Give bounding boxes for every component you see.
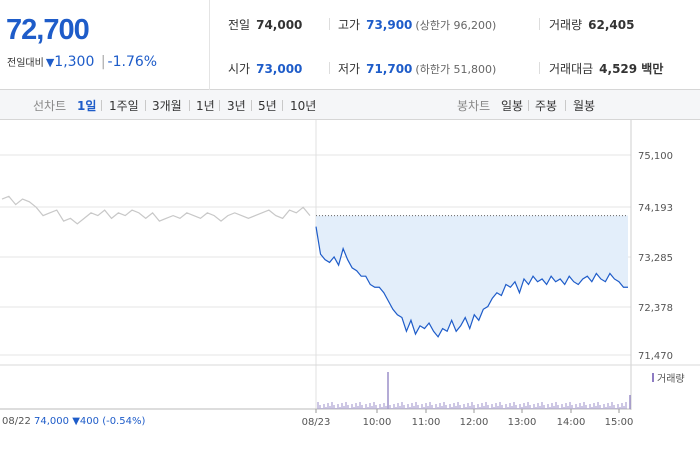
x-tick-label: 08/23 <box>302 417 331 428</box>
down-arrow-icon: ▼ <box>72 416 80 427</box>
below-reference-fill <box>316 215 628 337</box>
x-tick-label: 11:00 <box>412 417 441 428</box>
high-value: 73,900 <box>366 18 413 32</box>
y-tick-label: 74,193 <box>638 203 673 214</box>
volume-stat: 거래량 62,405 <box>549 16 634 33</box>
amount-stat: 거래대금 4,529 백만 <box>549 60 663 77</box>
tab-1week[interactable]: 1주일 <box>109 99 139 113</box>
price-change: 전일대비 ▼1,300 | -1.76% <box>7 54 157 70</box>
tab-1year[interactable]: 1년 <box>196 99 215 113</box>
prev-day-rate: (-0.54%) <box>102 416 146 427</box>
down-arrow-icon: ▼ <box>45 56 55 69</box>
y-tick-label: 71,470 <box>638 351 673 362</box>
prev-day-series <box>1 195 311 225</box>
divider <box>251 100 252 111</box>
prev-close-label: 전일 <box>228 18 251 32</box>
tab-5years[interactable]: 5년 <box>258 99 277 113</box>
amount-label: 거래대금 <box>549 62 594 76</box>
open-stat: 시가 73,000 <box>228 60 302 77</box>
open-value: 73,000 <box>256 62 303 76</box>
lower-limit: (하한가 51,800) <box>415 63 497 76</box>
divider <box>539 62 540 74</box>
price-summary: 72,700 전일대비 ▼1,300 | -1.76% 전일 74,000 고가 73,… <box>0 0 700 90</box>
low-stat: 저가 71,700 (하한가 51,800) <box>338 60 496 77</box>
x-tick-label: 13:00 <box>508 417 537 428</box>
low-label: 저가 <box>338 62 361 76</box>
volume-value: 62,405 <box>588 18 635 32</box>
y-tick-label: 73,285 <box>638 253 673 264</box>
tab-monthly[interactable]: 월봉 <box>573 99 596 113</box>
upper-limit: (상한가 96,200) <box>415 19 497 32</box>
y-tick-label: 75,100 <box>638 151 673 162</box>
tab-weekly[interactable]: 주봉 <box>535 99 558 113</box>
change-label: 전일대비 <box>7 58 44 69</box>
divider: | <box>100 54 106 70</box>
volume-legend: 거래량 <box>657 373 685 385</box>
prev-day-info: 08/22 74,000 ▼400 (-0.54%) <box>2 416 145 427</box>
line-chart-header: 선차트 <box>33 99 67 113</box>
divider <box>329 62 330 74</box>
divider <box>282 100 283 111</box>
divider <box>101 100 102 111</box>
prev-day-change: 400 <box>79 416 99 427</box>
x-tick-label: 15:00 <box>605 417 634 428</box>
current-price: 72,700 <box>6 14 90 46</box>
x-tick-label: 12:00 <box>460 417 489 428</box>
divider <box>565 100 566 111</box>
change-rate: -1.76% <box>107 54 158 70</box>
change-value: 1,300 <box>54 54 95 70</box>
volume-label: 거래량 <box>549 18 583 32</box>
amount-value: 4,529 백만 <box>599 62 664 76</box>
divider <box>528 100 529 111</box>
volume-legend-swatch <box>652 373 654 382</box>
prev-close-stat: 전일 74,000 <box>228 16 302 33</box>
x-tick-label: 10:00 <box>363 417 392 428</box>
high-stat: 고가 73,900 (상한가 96,200) <box>338 16 496 33</box>
tab-1day[interactable]: 1일 <box>77 99 97 113</box>
tab-3months[interactable]: 3개월 <box>152 99 182 113</box>
divider <box>329 18 330 30</box>
high-label: 고가 <box>338 18 361 32</box>
open-label: 시가 <box>228 62 251 76</box>
divider <box>145 100 146 111</box>
candle-chart-header: 봉차트 <box>457 99 491 113</box>
tab-10years[interactable]: 10년 <box>290 99 317 113</box>
price-chart: 75,100 74,193 73,285 72,378 71,470 거래량 08/23 10… <box>0 120 700 450</box>
today-series <box>315 226 628 338</box>
current-price-box: 72,700 전일대비 ▼1,300 | -1.76% <box>0 0 210 90</box>
low-value: 71,700 <box>366 62 413 76</box>
prev-close-value: 74,000 <box>256 18 303 32</box>
prev-day-price: 74,000 <box>34 416 70 427</box>
tab-daily[interactable]: 일봉 <box>501 99 524 113</box>
y-tick-label: 72,378 <box>638 303 673 314</box>
divider <box>539 18 540 30</box>
x-tick-label: 14:00 <box>557 417 586 428</box>
divider <box>189 100 190 111</box>
prev-day-date: 08/22 <box>2 416 31 427</box>
tab-3years[interactable]: 3년 <box>227 99 246 113</box>
line-chart: 75,100 74,193 73,285 72,378 71,470 거래량 08/23 10… <box>0 120 700 428</box>
divider <box>219 100 220 111</box>
period-tab-bar: 선차트 1일 1주일 3개월 1년 3년 5년 10년 봉차트 일봉 주봉 월봉 <box>0 90 700 120</box>
